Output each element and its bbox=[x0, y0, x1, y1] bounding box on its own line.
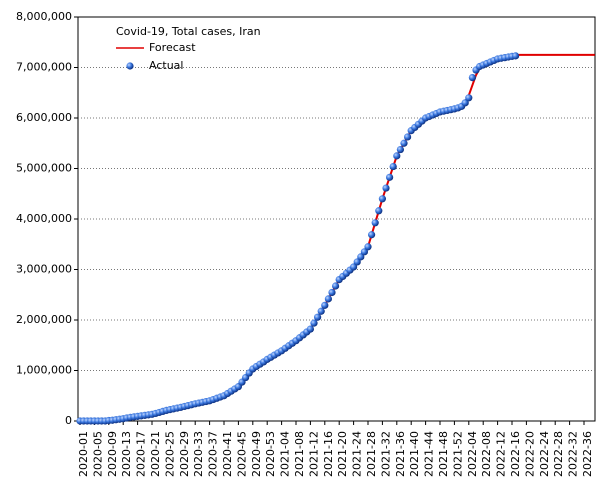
x-tick-label: 2020-53 bbox=[264, 431, 277, 477]
y-tick-label: 7,000,000 bbox=[16, 61, 72, 74]
actual-point bbox=[314, 313, 322, 321]
x-tick-label: 2020-21 bbox=[149, 431, 162, 477]
actual-point bbox=[511, 52, 520, 60]
x-tick-label: 2022-32 bbox=[567, 431, 580, 477]
actual-point bbox=[360, 248, 368, 256]
x-tick-label: 2022-24 bbox=[538, 431, 551, 477]
x-tick-label: 2022-28 bbox=[552, 431, 565, 477]
actual-point bbox=[465, 94, 473, 102]
actual-point bbox=[400, 139, 408, 147]
x-tick-label: 2020-29 bbox=[178, 431, 191, 477]
actual-point bbox=[386, 173, 394, 181]
chart-title: Covid-19, Total cases, Iran bbox=[116, 25, 261, 38]
x-tick-label: 2021-20 bbox=[336, 431, 349, 477]
y-tick-label: 0 bbox=[65, 414, 72, 427]
actual-point bbox=[378, 195, 386, 203]
actual-point bbox=[371, 219, 379, 227]
actual-point bbox=[389, 162, 397, 171]
x-tick-label: 2021-36 bbox=[394, 431, 407, 477]
actual-point bbox=[382, 184, 390, 192]
x-tick-label: 2020-33 bbox=[192, 431, 205, 477]
x-tick-label: 2021-52 bbox=[451, 431, 464, 477]
x-tick-label: 2021-08 bbox=[293, 431, 306, 477]
legend-label: Forecast bbox=[149, 41, 196, 54]
actual-point bbox=[393, 152, 401, 160]
legend-marker bbox=[126, 62, 134, 70]
x-tick-label: 2021-24 bbox=[351, 431, 364, 477]
actual-point bbox=[353, 258, 361, 266]
y-tick-label: 1,000,000 bbox=[16, 364, 72, 377]
y-tick-label: 8,000,000 bbox=[16, 10, 72, 23]
x-tick-label: 2020-13 bbox=[120, 431, 133, 477]
actual-point bbox=[310, 319, 318, 327]
x-tick-label: 2020-09 bbox=[106, 431, 119, 477]
actual-point bbox=[317, 307, 325, 315]
actual-point bbox=[332, 282, 340, 290]
actual-point bbox=[368, 231, 376, 239]
x-tick-label: 2022-36 bbox=[581, 431, 594, 477]
y-tick-label: 6,000,000 bbox=[16, 111, 72, 124]
x-tick-label: 2020-25 bbox=[163, 431, 176, 477]
y-tick-label: 5,000,000 bbox=[16, 162, 72, 175]
actual-point bbox=[306, 325, 314, 333]
actual-point bbox=[396, 145, 404, 154]
actual-point bbox=[357, 253, 365, 261]
actual-point bbox=[375, 207, 383, 215]
legend-label: Actual bbox=[149, 59, 183, 72]
forecast-line bbox=[80, 53, 595, 422]
x-tick-label: 2021-04 bbox=[279, 431, 292, 477]
x-tick-label: 2020-37 bbox=[207, 431, 220, 477]
x-tick-label: 2020-49 bbox=[250, 431, 263, 477]
actual-point bbox=[324, 295, 332, 303]
x-tick-label: 2020-01 bbox=[77, 431, 90, 477]
x-tick-label: 2021-16 bbox=[322, 431, 335, 477]
x-tick-label: 2021-40 bbox=[408, 431, 421, 477]
actual-point bbox=[350, 263, 358, 271]
actual-point bbox=[468, 74, 476, 82]
actual-point bbox=[321, 301, 329, 309]
y-tick-label: 4,000,000 bbox=[16, 212, 72, 225]
x-tick-label: 2021-28 bbox=[365, 431, 378, 477]
y-tick-label: 2,000,000 bbox=[16, 313, 72, 326]
x-tick-label: 2022-04 bbox=[466, 431, 479, 477]
actual-point bbox=[404, 133, 412, 141]
x-tick-label: 2021-44 bbox=[423, 431, 436, 477]
x-tick-label: 2022-20 bbox=[523, 431, 536, 477]
x-tick-label: 2021-12 bbox=[307, 431, 320, 477]
x-tick-label: 2020-41 bbox=[221, 431, 234, 477]
x-tick-label: 2022-16 bbox=[509, 431, 522, 477]
x-tick-label: 2021-48 bbox=[437, 431, 450, 477]
x-tick-label: 2022-08 bbox=[480, 431, 493, 477]
x-tick-label: 2021-32 bbox=[379, 431, 392, 477]
x-tick-label: 2020-05 bbox=[91, 431, 104, 477]
actual-point bbox=[328, 288, 336, 297]
y-tick-label: 3,000,000 bbox=[16, 263, 72, 276]
x-tick-label: 2020-45 bbox=[235, 431, 248, 477]
actual-point bbox=[461, 99, 469, 107]
x-tick-label: 2020-17 bbox=[135, 431, 148, 477]
actual-point bbox=[364, 243, 372, 251]
x-tick-label: 2022-12 bbox=[495, 431, 508, 477]
